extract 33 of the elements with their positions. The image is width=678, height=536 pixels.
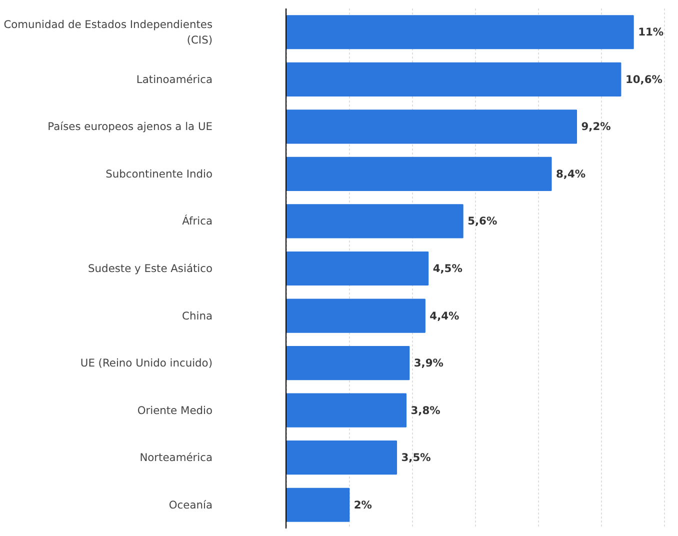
bar (286, 110, 578, 144)
y-tick-label: África (182, 214, 213, 228)
bar (286, 298, 426, 333)
y-tick-label: Latinoamérica (136, 72, 212, 86)
bar (286, 204, 464, 238)
bar (286, 15, 634, 50)
data-label: 4,5% (432, 262, 463, 275)
data-label: 5,6% (468, 214, 498, 228)
data-label: 10,6% (625, 72, 663, 86)
data-label: 9,2% (581, 120, 612, 134)
bar (286, 393, 407, 428)
data-label: 4,4% (430, 309, 460, 322)
bar (286, 346, 410, 380)
data-label: 3,5% (401, 451, 432, 464)
y-tick-label: Sudeste y Este Asiático (88, 262, 213, 275)
data-label: 2% (354, 498, 372, 512)
bar (286, 251, 429, 286)
bar (286, 440, 398, 475)
y-tick-label: China (182, 309, 213, 322)
bar (286, 156, 552, 191)
data-label: 3,9% (414, 356, 444, 370)
data-label: 11% (638, 26, 664, 39)
data-label: 3,8% (410, 404, 441, 417)
y-tick-label: UE (Reino Unido incuido) (80, 356, 213, 370)
y-tick-label: Países europeos ajenos a la UE (48, 120, 213, 134)
y-tick-label: Subcontinente Indio (106, 167, 213, 180)
bar (286, 488, 350, 522)
y-tick-label: Comunidad de Estados Independientes (CIS) (4, 18, 213, 46)
y-tick-label: Oceanía (168, 498, 212, 512)
bar (286, 62, 622, 96)
y-tick-label: Norteamérica (140, 451, 213, 464)
data-label: 8,4% (556, 167, 586, 180)
y-tick-label: Oriente Medio (137, 404, 212, 417)
